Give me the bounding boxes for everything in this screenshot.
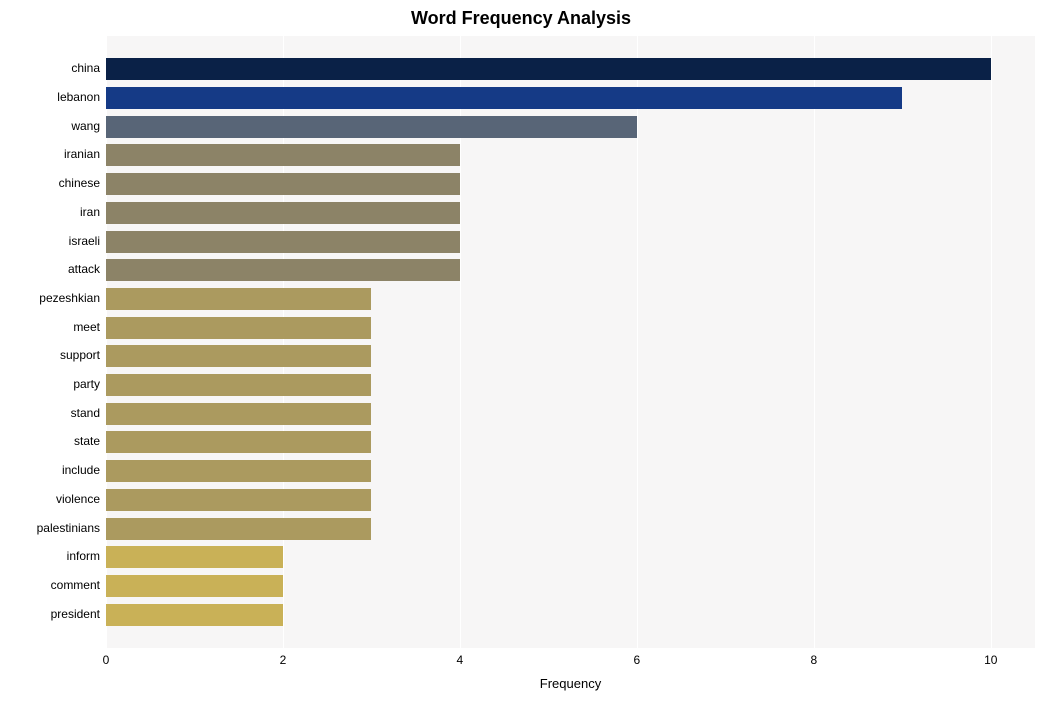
bar [106, 259, 460, 281]
word-frequency-chart: Word Frequency Analysis china lebanon wang… [0, 0, 1042, 701]
y-axis-label: china [0, 62, 100, 74]
x-tick-label: 2 [280, 653, 287, 667]
bars-container [106, 36, 1035, 648]
bar-row [106, 460, 1035, 482]
bar [106, 575, 283, 597]
bar [106, 87, 902, 109]
bar-row [106, 489, 1035, 511]
y-axis-label: palestinians [0, 522, 100, 534]
y-axis-label: iranian [0, 148, 100, 160]
bar-row [106, 202, 1035, 224]
bar [106, 231, 460, 253]
bar [106, 374, 371, 396]
chart-title: Word Frequency Analysis [0, 8, 1042, 29]
bar-row [106, 575, 1035, 597]
bar-row [106, 116, 1035, 138]
bar [106, 58, 991, 80]
y-axis-label: inform [0, 550, 100, 562]
bar-row [106, 173, 1035, 195]
y-axis-label: chinese [0, 177, 100, 189]
bar [106, 403, 371, 425]
bar [106, 604, 283, 626]
bar-row [106, 87, 1035, 109]
y-axis-label: wang [0, 120, 100, 132]
x-tick-label: 8 [810, 653, 817, 667]
bar-row [106, 345, 1035, 367]
bar-row [106, 604, 1035, 626]
x-tick-label: 4 [457, 653, 464, 667]
y-axis-label: iran [0, 206, 100, 218]
plot-area [106, 36, 1035, 648]
y-axis-label: lebanon [0, 91, 100, 103]
x-axis-title: Frequency [106, 676, 1035, 691]
bar-row [106, 431, 1035, 453]
y-axis-label: pezeshkian [0, 292, 100, 304]
y-axis-label: meet [0, 321, 100, 333]
bar [106, 317, 371, 339]
y-axis-label: comment [0, 579, 100, 591]
bar [106, 460, 371, 482]
bar [106, 489, 371, 511]
y-axis-label: state [0, 435, 100, 447]
y-axis-label: include [0, 464, 100, 476]
bar [106, 345, 371, 367]
bar-row [106, 374, 1035, 396]
y-axis-label: president [0, 608, 100, 620]
bar [106, 546, 283, 568]
bar [106, 144, 460, 166]
x-tick-label: 6 [634, 653, 641, 667]
bar [106, 173, 460, 195]
bar-row [106, 58, 1035, 80]
bar-row [106, 231, 1035, 253]
y-axis-label: support [0, 349, 100, 361]
bar-row [106, 288, 1035, 310]
bar-row [106, 403, 1035, 425]
bar [106, 202, 460, 224]
y-axis-label: attack [0, 263, 100, 275]
y-axis-label: violence [0, 493, 100, 505]
bar-row [106, 317, 1035, 339]
bar [106, 288, 371, 310]
bar [106, 518, 371, 540]
bar-row [106, 259, 1035, 281]
y-axis-label: stand [0, 407, 100, 419]
bar [106, 431, 371, 453]
y-axis-label: party [0, 378, 100, 390]
bar-row [106, 546, 1035, 568]
bar-row [106, 144, 1035, 166]
bar-row [106, 518, 1035, 540]
y-axis-label: israeli [0, 235, 100, 247]
x-tick-label: 10 [984, 653, 997, 667]
x-tick-label: 0 [103, 653, 110, 667]
bar [106, 116, 637, 138]
